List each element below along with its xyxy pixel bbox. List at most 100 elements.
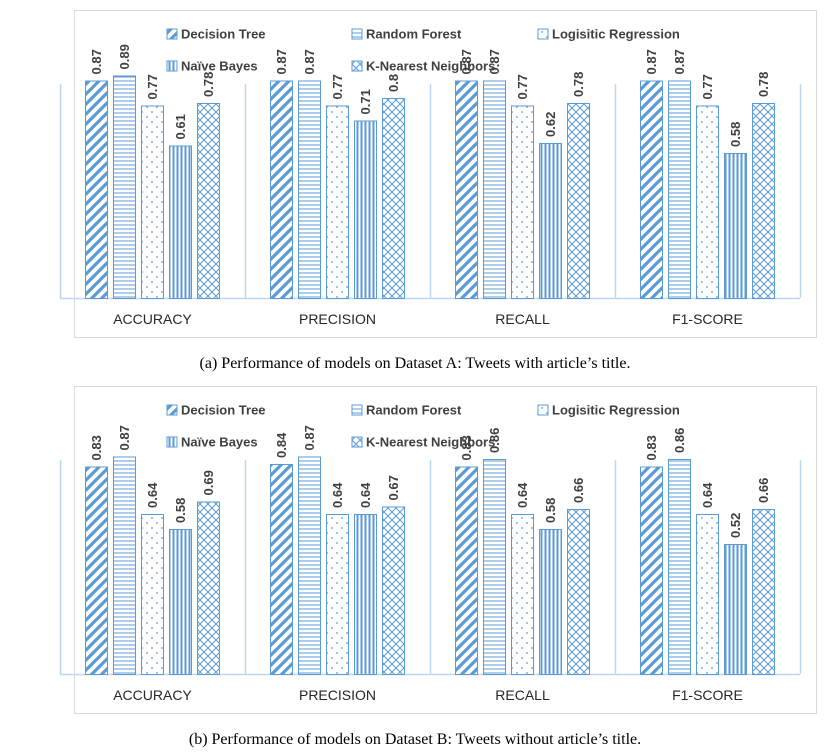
data-label: 0.83 <box>459 435 474 460</box>
data-label: 0.86 <box>672 428 687 453</box>
figure-caption: (b) Performance of models on Dataset B: … <box>189 731 641 748</box>
bar-logisitic-regression-precision <box>326 105 349 299</box>
data-label: 0.78 <box>201 72 216 97</box>
bar-k-nearest-neighbors-accuracy <box>197 103 220 299</box>
data-label: 0.58 <box>543 498 558 523</box>
data-label: 0.87 <box>117 425 132 450</box>
data-label: 0.77 <box>330 74 345 99</box>
data-label: 0.77 <box>515 74 530 99</box>
bar-decision-tree-recall <box>455 80 478 299</box>
bar-decision-tree-recall <box>455 466 478 675</box>
bar-random-forest-accuracy <box>113 456 136 675</box>
legend-swatch <box>351 28 363 40</box>
data-label: 0.87 <box>302 425 317 450</box>
legend-label: K-Nearest Neighbors <box>366 435 495 450</box>
legend-label: Naïve Bayes <box>181 59 258 74</box>
category-label-recall: RECALL <box>495 311 550 327</box>
bar-logisitic-regression-recall <box>511 105 534 299</box>
legend-item-k-nearest-neighbors: K-Nearest Neighbors <box>351 435 495 450</box>
legend-item-decision-tree: Decision Tree <box>166 403 266 418</box>
chart-panel-b: Decision Tree Random Forest Logisitic Regr… <box>0 376 830 752</box>
legend-label: Naïve Bayes <box>181 435 258 450</box>
legend-label: Random Forest <box>366 403 462 418</box>
legend-label: Decision Tree <box>181 403 266 418</box>
bar-naive-bayes-f1-score <box>724 544 747 675</box>
legend-item-decision-tree: Decision Tree <box>166 27 266 42</box>
bar-decision-tree-accuracy <box>85 80 108 299</box>
category-label-precision: PRECISION <box>299 687 376 703</box>
chart-panel-a: Decision Tree Random Forest Logisitic Regr… <box>59 10 817 372</box>
bar-decision-tree-f1-score <box>640 80 663 299</box>
legend-label: Logisitic Regression <box>552 403 680 418</box>
category-label-f1-score: F1-SCORE <box>672 311 743 327</box>
legend-item-naive-bayes: Naïve Bayes <box>166 435 258 450</box>
bar-logisitic-regression-precision <box>326 514 349 675</box>
bar-random-forest-f1-score <box>668 459 691 675</box>
category-label-recall: RECALL <box>495 687 550 703</box>
category-label-accuracy: ACCURACY <box>113 687 192 703</box>
bar-naive-bayes-recall <box>539 143 562 299</box>
bar-decision-tree-accuracy <box>85 466 108 675</box>
chart-frame <box>74 10 817 338</box>
bar-decision-tree-precision <box>270 80 293 299</box>
legend-item-k-nearest-neighbors: K-Nearest Neighbors <box>351 59 495 74</box>
bar-decision-tree-f1-score <box>640 466 663 675</box>
legend-swatch <box>351 60 363 72</box>
data-label: 0.84 <box>274 432 289 458</box>
data-label: 0.62 <box>543 112 558 137</box>
bar-random-forest-accuracy <box>113 75 136 299</box>
data-label: 0.58 <box>173 498 188 523</box>
data-label: 0.71 <box>358 89 373 114</box>
bar-k-nearest-neighbors-accuracy <box>197 501 220 675</box>
category-label-accuracy: ACCURACY <box>113 311 192 327</box>
legend-item-naive-bayes: Naïve Bayes <box>166 59 258 74</box>
data-label: 0.66 <box>756 478 771 503</box>
legend-swatch <box>166 60 178 72</box>
legend-item-logisitic-regression: Logisitic Regression <box>537 403 680 418</box>
category-label-precision: PRECISION <box>299 311 376 327</box>
chart-frame <box>74 386 817 714</box>
legend-label: Decision Tree <box>181 27 266 42</box>
bar-k-nearest-neighbors-precision <box>382 98 405 299</box>
data-label: 0.78 <box>756 72 771 97</box>
data-label: 0.89 <box>117 44 132 69</box>
bar-k-nearest-neighbors-f1-score <box>752 103 775 299</box>
data-label: 0.64 <box>700 482 715 508</box>
bar-k-nearest-neighbors-recall <box>567 509 590 675</box>
legend-swatch <box>166 404 178 416</box>
bar-logisitic-regression-recall <box>511 514 534 675</box>
bar-logisitic-regression-f1-score <box>696 105 719 299</box>
legend-swatch <box>537 404 549 416</box>
legend-swatch <box>351 404 363 416</box>
bar-random-forest-f1-score <box>668 80 691 299</box>
data-label: 0.87 <box>459 49 474 74</box>
data-label: 0.87 <box>487 49 502 74</box>
data-label: 0.69 <box>201 470 216 495</box>
data-label: 0.83 <box>89 435 104 460</box>
legend-item-random-forest: Random Forest <box>351 27 462 42</box>
data-label: 0.87 <box>644 49 659 74</box>
bar-logisitic-regression-accuracy <box>141 105 164 299</box>
bar-naive-bayes-f1-score <box>724 153 747 299</box>
legend-swatch <box>351 436 363 448</box>
bar-logisitic-regression-f1-score <box>696 514 719 675</box>
bar-naive-bayes-accuracy <box>169 529 192 675</box>
bar-naive-bayes-precision <box>354 120 377 299</box>
legend-item-random-forest: Random Forest <box>351 403 462 418</box>
data-label: 0.8 <box>386 74 401 92</box>
bar-naive-bayes-recall <box>539 529 562 675</box>
data-label: 0.61 <box>173 114 188 139</box>
legend-label: K-Nearest Neighbors <box>366 59 495 74</box>
data-label: 0.87 <box>302 49 317 74</box>
bar-logisitic-regression-accuracy <box>141 514 164 675</box>
legend-label: Logisitic Regression <box>552 27 680 42</box>
data-label: 0.87 <box>89 49 104 74</box>
data-label: 0.86 <box>487 428 502 453</box>
bar-decision-tree-precision <box>270 464 293 675</box>
data-label: 0.78 <box>571 72 586 97</box>
legend-label: Random Forest <box>366 27 462 42</box>
bar-random-forest-recall <box>483 80 506 299</box>
category-label-f1-score: F1-SCORE <box>672 687 743 703</box>
data-label: 0.64 <box>145 482 160 508</box>
data-label: 0.66 <box>571 478 586 503</box>
